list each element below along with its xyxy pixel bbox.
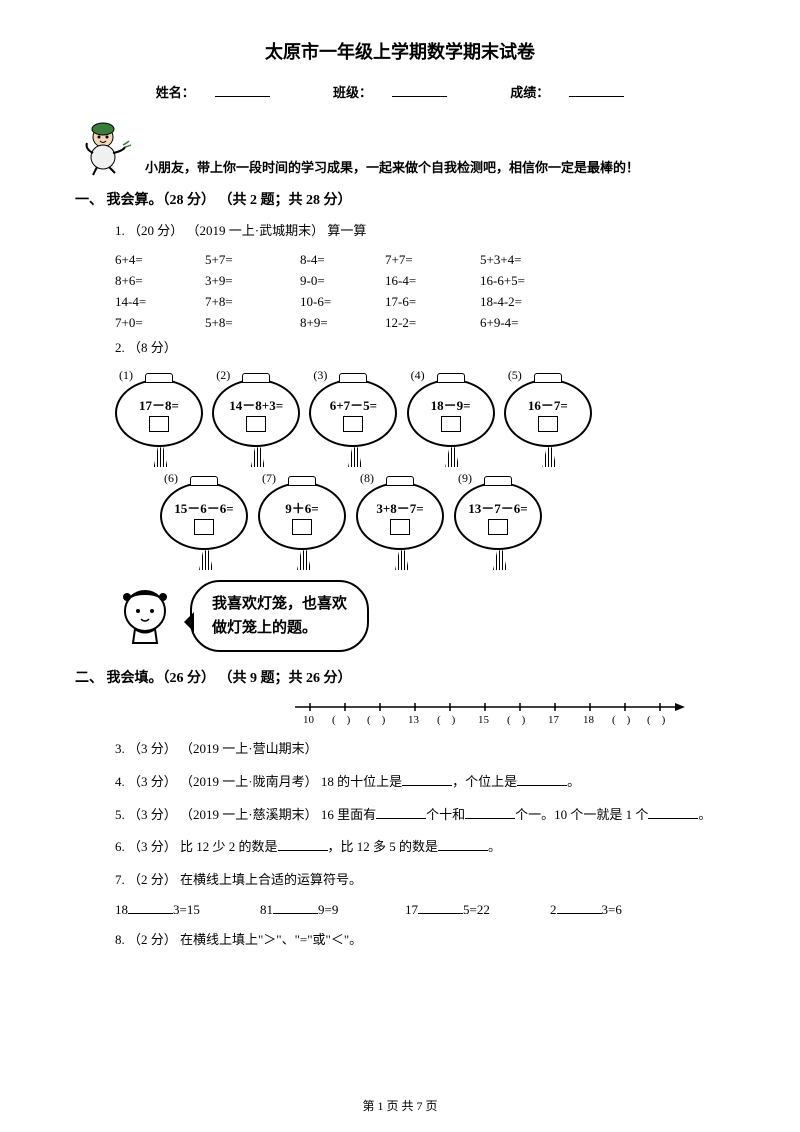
answer-box[interactable]: [488, 519, 508, 535]
section-2-header: 二、 我会填。（26 分） （共 9 题；共 26 分）: [75, 667, 725, 687]
calc-row: 14-4=7+8=10-6=17-6=18-4-2=: [75, 294, 725, 310]
lantern-eq: 17－8=: [139, 395, 179, 414]
lantern: (2)14－8+3=: [212, 368, 303, 467]
q7-item: 175=22: [405, 901, 550, 918]
answer-box[interactable]: [343, 416, 363, 432]
lantern-eq: 18－9=: [431, 395, 471, 414]
lantern: (7)9＋6=: [258, 471, 350, 570]
calc-row: 7+0=5+8=8+9=12-2=6+9-4=: [75, 315, 725, 331]
q7-item: 819=9: [260, 901, 405, 918]
speech-bubble: 我喜欢灯笼，也喜欢 做灯笼上的题。: [190, 580, 369, 652]
lantern: (1)17－8=: [115, 368, 206, 467]
lantern-eq: 3+8－7=: [376, 498, 423, 517]
page-footer: 第 1 页 共 7 页: [0, 1097, 800, 1114]
lantern-eq: 13－7－6=: [468, 498, 527, 517]
lantern-eq: 15－6－6=: [174, 498, 233, 517]
lantern: (5)16－7=: [504, 368, 595, 467]
info-line: 姓名： 班级： 成绩：: [75, 82, 725, 101]
svg-text:18: 18: [583, 714, 595, 725]
q5: 5. （3 分） （2019 一上·慈溪期末） 16 里面有个十和个一。10 个…: [75, 803, 725, 828]
calc-cell: 5+7=: [205, 252, 300, 268]
svg-text:( ): ( ): [437, 714, 456, 725]
calc-cell: 16-4=: [385, 273, 480, 289]
calc-row: 6+4=5+7=8-4=7+7=5+3+4=: [75, 252, 725, 268]
calc-cell: 6+9-4=: [480, 315, 570, 331]
lantern-eq: 9＋6=: [285, 498, 318, 517]
calc-cell: 14-4=: [115, 294, 205, 310]
lantern-eq: 16－7=: [528, 395, 568, 414]
q4: 4. （3 分） （2019 一上·陇南月考） 18 的十位上是，个位上是。: [75, 770, 725, 795]
intro-text: 小朋友，带上你一段时间的学习成果，一起来做个自我检测吧，相信你一定是最棒的！: [145, 119, 639, 176]
kid-head-icon: [115, 581, 175, 651]
lantern: (3)6+7－5=: [309, 368, 400, 467]
calc-cell: 18-4-2=: [480, 294, 570, 310]
answer-box[interactable]: [538, 416, 558, 432]
speech-line-2: 做灯笼上的题。: [212, 616, 347, 640]
calc-cell: 5+3+4=: [480, 252, 570, 268]
calc-cell: 7+7=: [385, 252, 480, 268]
calc-cell: 9-0=: [300, 273, 385, 289]
svg-text:( ): ( ): [612, 714, 631, 725]
lantern-eq: 14－8+3=: [229, 395, 283, 414]
svg-text:10: 10: [303, 714, 315, 725]
answer-box[interactable]: [149, 416, 169, 432]
q2-label: 2. （8 分）: [75, 336, 725, 361]
calc-cell: 3+9=: [205, 273, 300, 289]
svg-text:( ): ( ): [367, 714, 386, 725]
calc-cell: 17-6=: [385, 294, 480, 310]
svg-text:15: 15: [478, 714, 490, 725]
calc-cell: 7+8=: [205, 294, 300, 310]
answer-box[interactable]: [292, 519, 312, 535]
q7-item: 183=15: [115, 901, 260, 918]
score-label: 成绩：: [510, 85, 549, 100]
calc-cell: 5+8=: [205, 315, 300, 331]
number-line: 10 ( ) ( ) 13 ( ) 15 ( ) 17 18 ( ) ( ): [75, 697, 725, 729]
page-title: 太原市一年级上学期数学期末试卷: [75, 38, 725, 64]
q3: 3. （3 分） （2019 一上·营山期末）: [75, 737, 725, 762]
answer-box[interactable]: [194, 519, 214, 535]
lantern: (8)3+8－7=: [356, 471, 448, 570]
q7: 7. （2 分） 在横线上填上合适的运算符号。: [75, 868, 725, 893]
calc-cell: 8+9=: [300, 315, 385, 331]
speech-section: 我喜欢灯笼，也喜欢 做灯笼上的题。: [115, 580, 725, 652]
answer-box[interactable]: [246, 416, 266, 432]
svg-text:( ): ( ): [507, 714, 526, 725]
q6: 6. （3 分） 比 12 少 2 的数是，比 12 多 5 的数是。: [75, 835, 725, 860]
name-label: 姓名：: [156, 85, 195, 100]
calc-cell: 8+6=: [115, 273, 205, 289]
calc-cell: 12-2=: [385, 315, 480, 331]
svg-text:17: 17: [548, 714, 560, 725]
section-1-header: 一、 我会算。（28 分） （共 2 题；共 28 分）: [75, 189, 725, 209]
calc-cell: 8-4=: [300, 252, 385, 268]
lantern: (9)13－7－6=: [454, 471, 546, 570]
q7-item: 23=6: [550, 901, 695, 918]
lantern-section: (1)17－8=(2)14－8+3=(3)6+7－5=(4)18－9=(5)16…: [115, 368, 595, 570]
q8: 8. （2 分） 在横线上填上"＞"、"="或"＜"。: [75, 928, 725, 953]
calc-row: 8+6=3+9=9-0=16-4=16-6+5=: [75, 273, 725, 289]
calc-cell: 6+4=: [115, 252, 205, 268]
lantern: (4)18－9=: [407, 368, 498, 467]
lantern: (6)15－6－6=: [160, 471, 252, 570]
intro-row: 小朋友，带上你一段时间的学习成果，一起来做个自我检测吧，相信你一定是最棒的！: [75, 119, 725, 179]
class-label: 班级：: [333, 85, 372, 100]
answer-box[interactable]: [441, 416, 461, 432]
calc-cell: 7+0=: [115, 315, 205, 331]
svg-text:( ): ( ): [647, 714, 666, 725]
q1-label: 1. （20 分） （2019 一上·武城期末） 算一算: [75, 219, 725, 244]
calc-cell: 10-6=: [300, 294, 385, 310]
svg-text:( ): ( ): [332, 714, 351, 725]
lantern-eq: 6+7－5=: [330, 395, 377, 414]
speech-line-1: 我喜欢灯笼，也喜欢: [212, 592, 347, 616]
svg-text:13: 13: [408, 714, 420, 725]
q7-items: 183=15819=9175=2223=6: [75, 901, 725, 918]
calc-cell: 16-6+5=: [480, 273, 570, 289]
answer-box[interactable]: [390, 519, 410, 535]
kid-running-icon: [75, 119, 135, 179]
